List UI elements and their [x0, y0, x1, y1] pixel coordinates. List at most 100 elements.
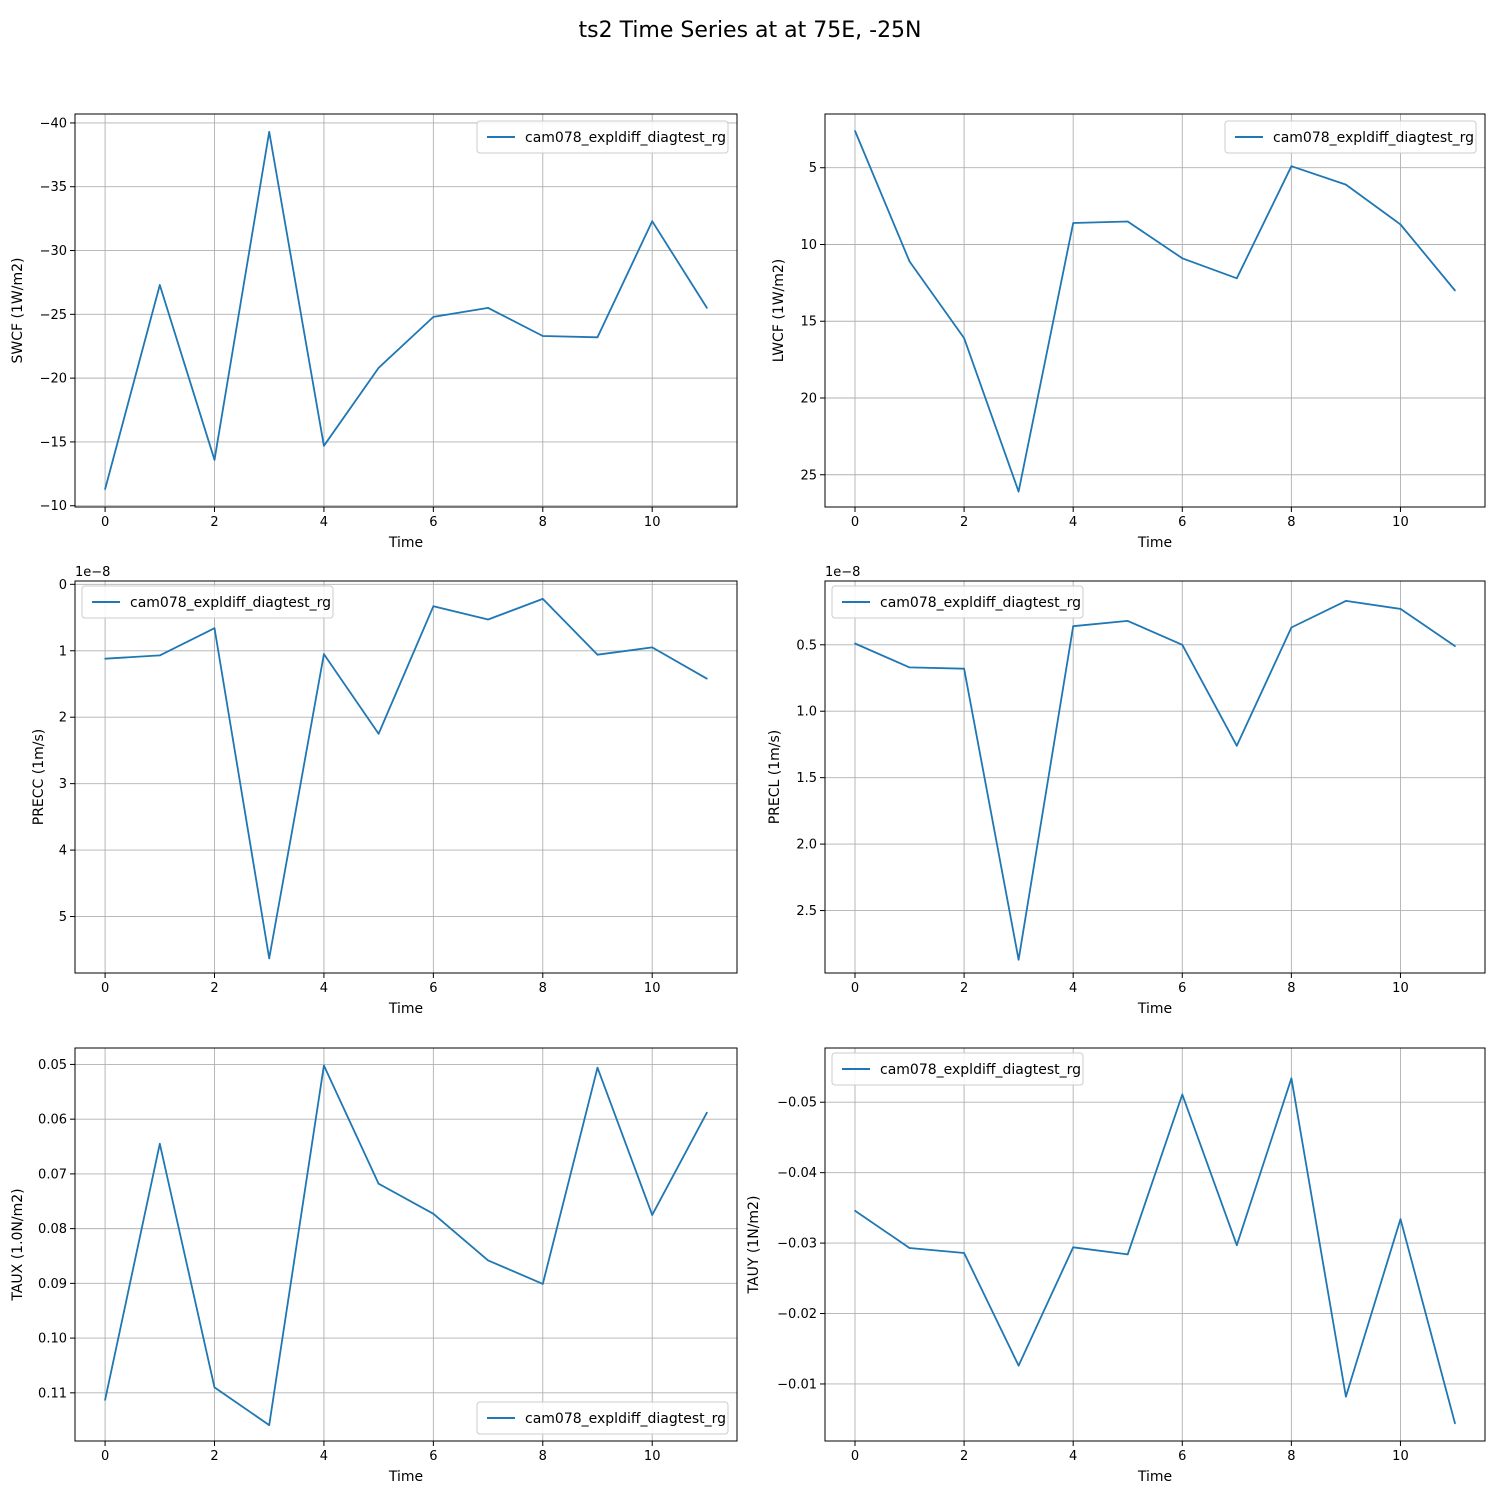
data-point: [487, 307, 489, 309]
x-tick-label: 4: [1069, 1449, 1077, 1464]
data-point: [854, 130, 856, 132]
axes-frame: [824, 1047, 1486, 1442]
x-tick-label: 10: [1392, 981, 1409, 996]
legend-label: cam078_expldiff_diagtest_rg: [525, 130, 726, 146]
y-tick-label: 0.08: [38, 1222, 67, 1237]
legend-label: cam078_expldiff_diagtest_rg: [1273, 130, 1474, 146]
series-line: [105, 598, 708, 960]
data-point: [323, 653, 325, 655]
x-tick-label: 6: [429, 515, 437, 530]
y-tick-label: 3: [59, 777, 67, 792]
legend-box: [1224, 120, 1477, 154]
data-point: [1290, 165, 1293, 167]
x-tick-label: 2: [960, 981, 968, 996]
y-tick-label: 20: [800, 392, 817, 407]
axes-frame: [824, 113, 1486, 508]
legend: cam078_expldiff_diagtest_rg: [476, 120, 729, 154]
legend: cam078_expldiff_diagtest_rg: [831, 1052, 1084, 1086]
x-tick-label: 10: [644, 1449, 661, 1464]
x-tick-label: 0: [851, 515, 859, 530]
legend-box: [831, 585, 1084, 619]
x-tick-label: 4: [320, 515, 328, 530]
data-point: [596, 653, 599, 656]
axes-frame: [74, 1047, 738, 1442]
data-point: [1236, 277, 1238, 280]
x-tick-label: 0: [851, 981, 859, 996]
data-point: [268, 957, 271, 960]
y-tick-label: 1: [59, 644, 67, 659]
data-point: [908, 1247, 911, 1249]
chart-panel-2: 0 2 4 6 8 10 5 10 15 20 25 Time LWCF (1W/m2) cam078_e…: [771, 113, 1486, 551]
x-tick-label: 8: [1287, 981, 1295, 996]
x-tick-label: 2: [960, 515, 968, 530]
chart-panel-1: 0 2 4 6 8 10 −40 −35 −30 −25 −20 −15 −10 Time SWCF (1W…: [10, 113, 738, 551]
x-tick-label: 10: [644, 981, 661, 996]
y-tick-label: −15: [40, 435, 67, 450]
data-point: [268, 1424, 271, 1426]
data-point: [1072, 625, 1074, 627]
y-tick-label: 10: [800, 238, 817, 253]
data-point: [1399, 608, 1402, 610]
data-point: [432, 316, 435, 318]
data-point: [432, 605, 435, 608]
data-point: [1181, 257, 1184, 260]
x-tick-label: 2: [210, 1449, 218, 1464]
y-tick-label: 2: [59, 711, 67, 726]
data-point: [1072, 222, 1074, 224]
data-point: [213, 627, 216, 629]
data-point: [323, 1064, 325, 1067]
data-point: [213, 1386, 216, 1389]
data-point: [1181, 1093, 1184, 1096]
y-tick-label: −0.02: [777, 1307, 817, 1322]
figure-title: ts2 Time Series at at 75E, -25N: [578, 18, 921, 43]
data-point: [854, 642, 856, 645]
x-tick-label: 2: [960, 1449, 968, 1464]
x-axis-label: Time: [388, 1001, 423, 1017]
data-point: [487, 1259, 489, 1262]
y-tick-label: −10: [40, 499, 67, 514]
data-point: [963, 337, 965, 339]
y-axis-label: TAUX (1.0N/m2): [10, 1188, 26, 1301]
chart-panel-3: 0 2 4 6 8 10 0 1 2 3 4 5 Time PRECC (1m/s) 1e−8 cam078_…: [31, 565, 738, 1017]
y-tick-label: −0.03: [777, 1237, 817, 1252]
data-point: [1017, 490, 1020, 493]
x-tick-label: 8: [1287, 515, 1295, 530]
x-tick-label: 2: [210, 515, 218, 530]
data-point: [104, 1399, 106, 1401]
data-point: [104, 488, 106, 490]
x-axis-label: Time: [1137, 1469, 1172, 1485]
y-tick-label: −0.01: [777, 1377, 817, 1392]
axis-offset-label: 1e−8: [75, 565, 110, 580]
data-point: [706, 677, 708, 680]
data-point: [159, 284, 161, 286]
y-tick-label: 0: [59, 578, 67, 593]
x-tick-label: 0: [101, 1449, 109, 1464]
data-point: [432, 1213, 435, 1215]
data-point: [651, 220, 653, 222]
x-tick-label: 0: [851, 1449, 859, 1464]
x-tick-label: 6: [429, 1449, 437, 1464]
data-point: [1399, 223, 1402, 226]
data-point: [1017, 1364, 1020, 1367]
data-point: [963, 1252, 965, 1254]
data-point: [706, 307, 708, 309]
data-point: [1072, 1246, 1074, 1249]
data-point: [159, 654, 161, 657]
x-tick-label: 10: [644, 515, 661, 530]
y-tick-label: −25: [40, 308, 67, 323]
y-tick-label: −0.05: [777, 1096, 817, 1111]
y-tick-label: 0.06: [38, 1113, 67, 1128]
y-tick-label: −20: [40, 372, 67, 387]
axes-frame: [74, 113, 738, 508]
y-tick-label: −40: [40, 116, 67, 131]
data-point: [963, 667, 965, 670]
data-point: [706, 1111, 708, 1114]
data-point: [1017, 958, 1020, 961]
data-point: [1236, 744, 1238, 747]
x-tick-label: 6: [429, 981, 437, 996]
data-point: [854, 1209, 856, 1212]
x-tick-label: 4: [320, 1449, 328, 1464]
data-point: [1126, 220, 1129, 223]
data-point: [1290, 626, 1293, 629]
